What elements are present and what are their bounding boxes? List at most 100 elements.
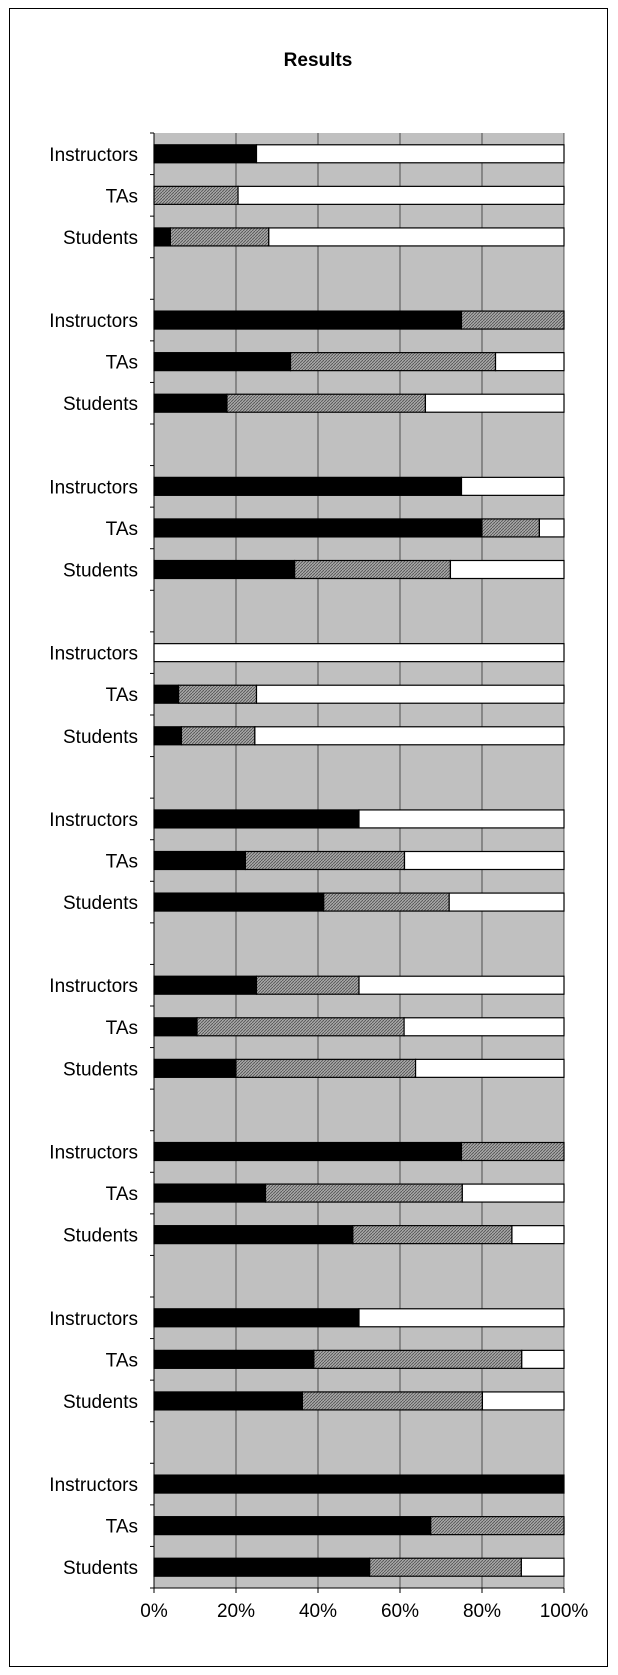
- bar-segment-1: [153, 1474, 565, 1494]
- chart-title: Results: [284, 50, 353, 71]
- bar-segment-1: [153, 1017, 198, 1037]
- bar-segment-3: [255, 684, 565, 704]
- bar-segment-1: [153, 227, 171, 247]
- bar-segment-2: [301, 1391, 484, 1411]
- bar-segment-1: [153, 1516, 432, 1536]
- bar-segment-3: [538, 518, 565, 538]
- bar-segment-2: [264, 1183, 463, 1203]
- category-label: Students: [63, 1558, 138, 1579]
- bar-segment-1: [153, 1391, 304, 1411]
- category-label: TAs: [106, 519, 138, 540]
- bar-segment-1: [153, 684, 180, 704]
- bar-segment-1: [153, 1349, 315, 1369]
- bar-segment-1: [153, 1308, 360, 1328]
- bar-segment-2: [169, 227, 270, 247]
- bar-segment-3: [358, 1308, 565, 1328]
- category-label: TAs: [106, 685, 138, 706]
- bar-segment-3: [494, 352, 565, 372]
- bar-segment-3: [414, 1058, 565, 1078]
- bar-segment-3: [461, 1183, 565, 1203]
- category-label: Instructors: [49, 1143, 138, 1164]
- bar-segment-1: [153, 726, 183, 746]
- bar-segment-1: [153, 352, 292, 372]
- bar-segment-3: [403, 1017, 565, 1037]
- bar-segment-1: [153, 892, 325, 912]
- bar-segment-2: [369, 1557, 522, 1577]
- bar-segment-3: [358, 975, 565, 995]
- bar-segment-2: [289, 352, 497, 372]
- x-tick-label: 60%: [381, 1601, 419, 1622]
- bar-segment-3: [403, 850, 565, 871]
- category-label: Students: [63, 727, 138, 748]
- x-tick-label: 100%: [540, 1601, 589, 1622]
- bar-segment-2: [313, 1349, 523, 1369]
- category-label: Instructors: [49, 1475, 138, 1496]
- bar-segment-2: [244, 850, 406, 871]
- bar-segment-2: [196, 1017, 405, 1037]
- category-label: Students: [63, 561, 138, 582]
- bar-segment-1: [153, 559, 296, 580]
- category-label: Students: [63, 394, 138, 415]
- x-tick-label: 20%: [217, 1601, 255, 1622]
- bar-segment-2: [178, 684, 258, 704]
- bar-segment-2: [481, 518, 541, 538]
- bar-segment-1: [153, 850, 247, 871]
- bar-segment-3: [521, 1349, 565, 1369]
- bar-segment-2: [430, 1516, 565, 1536]
- bar-segment-2: [352, 1225, 513, 1245]
- bar-segment-3: [460, 476, 565, 496]
- bar-segment-3: [153, 643, 565, 663]
- category-label: Instructors: [49, 1309, 138, 1330]
- category-label: TAs: [106, 1517, 138, 1538]
- bar-segment-1: [153, 1557, 371, 1577]
- bar-segment-1: [153, 1183, 267, 1203]
- bar-segment-2: [226, 393, 427, 413]
- bar-segment-2: [460, 310, 565, 330]
- category-label: TAs: [106, 353, 138, 374]
- category-label: Students: [63, 228, 138, 249]
- bar-segment-2: [153, 185, 239, 205]
- category-label: Instructors: [49, 644, 138, 665]
- category-label: Instructors: [49, 810, 138, 831]
- bar-segment-1: [153, 1225, 354, 1245]
- category-label: TAs: [106, 1184, 138, 1205]
- bar-segment-2: [255, 975, 360, 995]
- category-label: Students: [63, 893, 138, 914]
- category-label: Students: [63, 1059, 138, 1080]
- bar-segment-2: [235, 1058, 417, 1078]
- bar-segment-1: [153, 393, 228, 413]
- bar-segment-3: [520, 1557, 565, 1577]
- category-label: TAs: [106, 1018, 138, 1039]
- category-label: TAs: [106, 852, 138, 873]
- bar-segment-3: [254, 726, 565, 746]
- bar-segment-3: [481, 1391, 565, 1411]
- category-label: Instructors: [49, 976, 138, 997]
- bar-segment-1: [153, 1058, 237, 1078]
- plot-area: 0% 20% 40% 60% 80% 100% Instructors TAs Students…: [49, 132, 589, 1622]
- category-label: Instructors: [49, 311, 138, 332]
- bar-segment-2: [294, 559, 452, 580]
- x-tick-label: 80%: [463, 1601, 501, 1622]
- bar-segment-1: [153, 1141, 463, 1162]
- category-label: Students: [63, 1226, 138, 1247]
- bar-segment-2: [323, 892, 450, 912]
- bar-segment-2: [180, 726, 256, 746]
- bar-segment-1: [153, 144, 258, 164]
- bar-segment-2: [460, 1141, 565, 1162]
- bar-segment-3: [448, 892, 565, 912]
- bar-segment-1: [153, 518, 483, 538]
- category-label: Instructors: [49, 145, 138, 166]
- bar-segment-1: [153, 975, 258, 995]
- bar-segment-3: [449, 559, 565, 580]
- bar-segment-1: [153, 310, 463, 330]
- category-label: Instructors: [49, 477, 138, 498]
- bar-segment-3: [237, 185, 565, 205]
- bar-segment-1: [153, 809, 360, 829]
- category-label: TAs: [106, 1350, 138, 1371]
- bar-segment-3: [511, 1225, 565, 1245]
- bar-segment-1: [153, 476, 463, 496]
- x-tick-label: 0%: [140, 1601, 168, 1622]
- bar-segment-3: [358, 809, 565, 829]
- x-tick-label: 40%: [299, 1601, 337, 1622]
